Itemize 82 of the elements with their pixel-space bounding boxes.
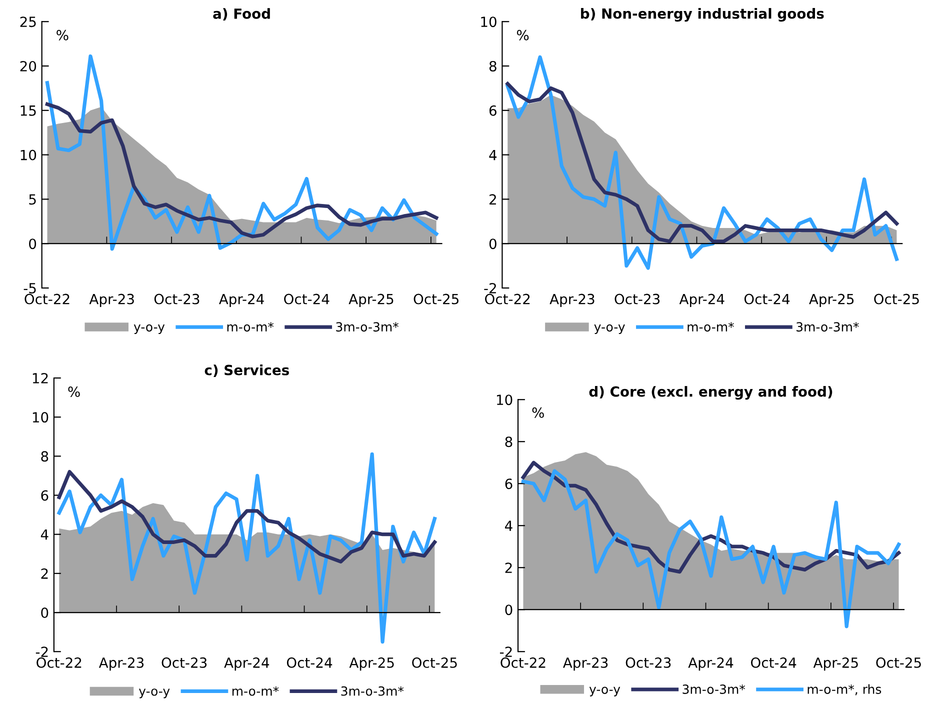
y-tick-label: 4 <box>40 529 48 540</box>
legend-label: 3m-o-3m* <box>336 322 398 332</box>
y-tick-label: 10 <box>32 412 48 423</box>
x-tick-label: Oct-22 <box>500 657 546 668</box>
x-tick-label: Oct-25 <box>876 657 921 668</box>
x-tick-label: Oct-23 <box>154 294 200 304</box>
legend-label: m-o-m* <box>232 686 279 696</box>
legend-label: m-o-m*, rhs <box>808 684 882 696</box>
x-tick-label: Apr-23 <box>98 657 144 671</box>
chart-title: d) Core (excl. energy and food) <box>589 386 832 400</box>
x-tick-label: Oct-22 <box>36 657 82 668</box>
legend-label: m-o-m* <box>227 322 274 332</box>
legend-label: y-o-y <box>594 324 625 334</box>
legend-label: y-o-y <box>138 688 170 698</box>
y-axis-title: % <box>56 30 68 40</box>
line-series <box>57 470 436 564</box>
y-tick-label: 0 <box>29 238 36 250</box>
y-tick-label: 2 <box>41 568 48 579</box>
y-tick-label: 25 <box>20 16 36 28</box>
x-tick-label: Apr-24 <box>218 294 264 307</box>
x-tick-label: Apr-23 <box>563 657 608 671</box>
y-tick-label: 0 <box>489 238 496 250</box>
y-tick-label: 20 <box>20 60 36 72</box>
y-tick-label: 6 <box>505 478 512 490</box>
y-tick-label: 5 <box>29 194 36 205</box>
y-tick-label: -2 <box>484 282 496 294</box>
y-axis-title: % <box>516 30 529 40</box>
line-series <box>57 452 436 644</box>
chart-title: a) Food <box>213 8 270 21</box>
x-tick-label: Oct-25 <box>414 294 458 304</box>
legend-label: 3m-o-3m* <box>796 322 859 332</box>
y-tick-label: 4 <box>504 520 512 531</box>
y-tick-label: 4 <box>489 150 497 160</box>
y-tick-label: 12 <box>32 372 48 384</box>
chart-title: c) Services <box>204 364 289 377</box>
y-tick-label: 8 <box>41 451 48 462</box>
y-tick-label: 10 <box>497 394 512 406</box>
line-series <box>506 55 898 270</box>
y-tick-label: 6 <box>489 105 496 116</box>
x-tick-label: Oct-24 <box>284 294 330 304</box>
line-series <box>45 54 438 251</box>
x-tick-label: Apr-24 <box>679 294 724 307</box>
x-tick-label: Apr-25 <box>348 294 394 307</box>
x-tick-label: Oct-24 <box>286 657 332 668</box>
x-tick-label: Oct-25 <box>874 294 919 304</box>
legend-label: y-o-y <box>134 324 165 334</box>
legend-label: 3m-o-3m* <box>341 686 404 696</box>
x-tick-label: Apr-25 <box>349 657 394 671</box>
y-tick-label: 10 <box>20 150 36 160</box>
x-tick-label: Apr-25 <box>813 657 858 671</box>
x-tick-label: Oct-23 <box>626 657 671 668</box>
legend-label: 3m-o-3m* <box>682 684 746 694</box>
y-tick-label: 2 <box>505 562 512 573</box>
y-tick-label: 0 <box>41 607 48 618</box>
y-tick-label: 2 <box>490 194 496 204</box>
x-tick-label: Apr-24 <box>688 657 734 671</box>
x-tick-label: Oct-22 <box>485 294 530 304</box>
y-tick-label: -2 <box>500 646 512 657</box>
y-tick-label: 15 <box>20 106 36 116</box>
y-tick-label: 0 <box>505 604 512 616</box>
line-series <box>521 469 901 628</box>
y-axis-title: % <box>532 407 544 418</box>
legend-label: y-o-y <box>589 686 620 696</box>
chart-title: b) Non-energy industrial goods <box>581 8 824 22</box>
x-tick-label: Oct-25 <box>412 657 457 668</box>
x-tick-label: Oct-23 <box>162 657 207 668</box>
y-axis-title: % <box>68 386 80 397</box>
y-tick-label: 6 <box>41 490 48 501</box>
y-tick-label: 8 <box>505 436 512 448</box>
x-tick-label: Oct-22 <box>24 294 70 304</box>
legend-label: m-o-m* <box>688 322 734 332</box>
y-tick-label: -2 <box>36 646 48 657</box>
y-tick-label: 10 <box>481 16 496 28</box>
x-tick-label: Oct-24 <box>751 657 796 668</box>
y-tick-label: -5 <box>24 283 36 294</box>
x-tick-label: Oct-24 <box>744 294 790 304</box>
y-tick-label: 8 <box>489 60 496 72</box>
x-tick-label: Apr-24 <box>224 657 270 671</box>
x-tick-label: Oct-23 <box>614 294 660 304</box>
x-tick-label: Apr-23 <box>550 294 594 307</box>
x-tick-label: Apr-25 <box>809 294 854 307</box>
x-tick-label: Apr-23 <box>89 294 134 307</box>
